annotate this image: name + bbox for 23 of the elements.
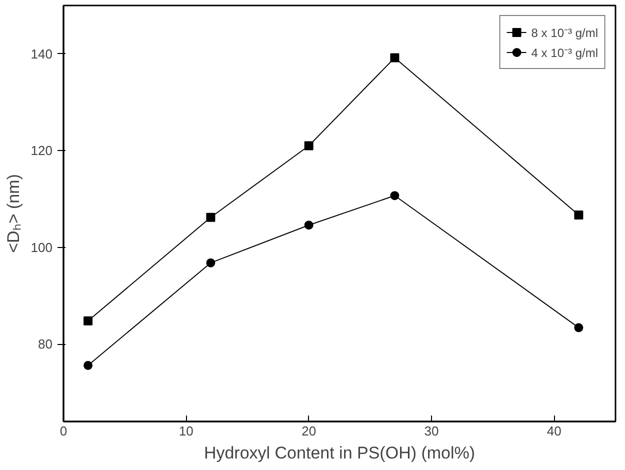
point: [206, 212, 216, 222]
point: [574, 210, 584, 220]
y-axis-title: <Dₕ> (nm): [4, 174, 23, 253]
x-tick-label: 30: [424, 424, 439, 438]
x-tick-label: 20: [302, 424, 316, 438]
point: [84, 316, 93, 326]
legend-label: 8 x 10⁻³ g/ml: [531, 24, 598, 40]
x-axis-title: Hydroxyl Content in PS(OH) (mol%): [204, 444, 476, 462]
x-tick-label: 10: [178, 424, 194, 438]
y-tick-label: 80: [38, 336, 53, 352]
point: [390, 53, 400, 62]
legend-label: 4 x 10⁻³ g/ml: [531, 44, 598, 60]
y-tick-label: 140: [30, 46, 53, 62]
y-tick-label: 100: [30, 240, 53, 255]
y-tick-label: 120: [30, 143, 53, 158]
point: [84, 360, 93, 370]
point: [304, 220, 314, 230]
point: [304, 141, 314, 150]
point: [390, 191, 400, 200]
point: [574, 323, 584, 332]
point: [206, 258, 216, 268]
x-tick-label: 0: [60, 424, 68, 438]
x-tick-label: 40: [546, 424, 562, 438]
